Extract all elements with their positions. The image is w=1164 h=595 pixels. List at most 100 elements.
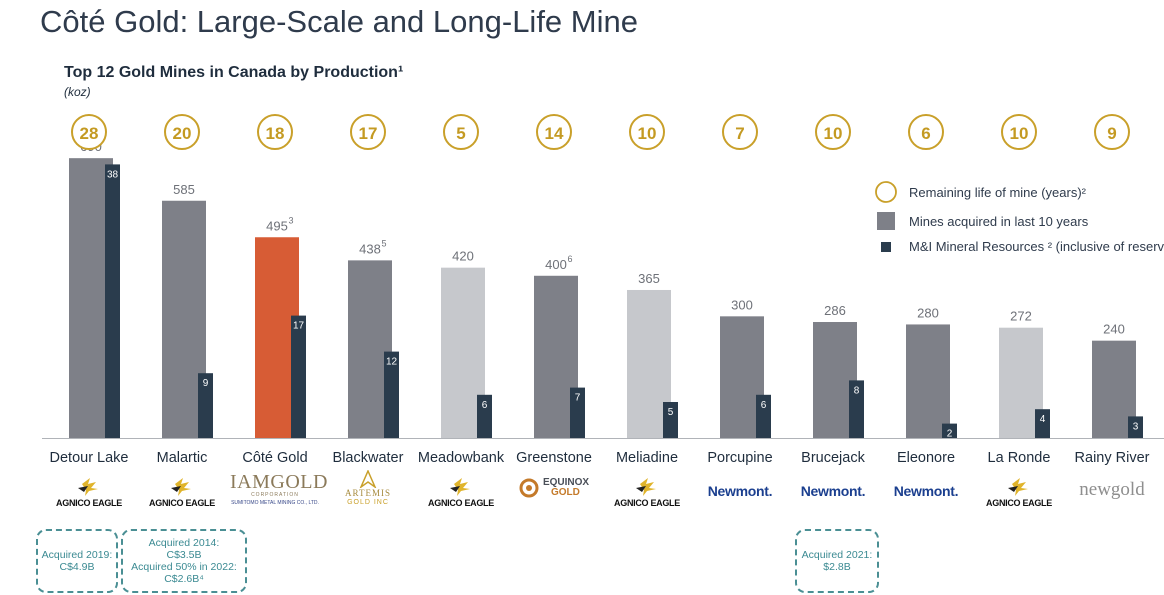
category-label: La Ronde [988, 450, 1051, 466]
resources-value-label: 3 [1133, 421, 1139, 432]
operator-subtitle: GOLD INC [347, 499, 389, 506]
legend-circle-icon [875, 181, 897, 203]
category-label: Greenstone [516, 450, 592, 466]
production-value-label: 280 [917, 305, 939, 320]
production-value-label: 438 [359, 241, 381, 256]
operator-logo: Newmont. [788, 474, 878, 514]
resources-bar [384, 351, 399, 438]
mine-life-circle [1001, 114, 1037, 150]
mine-life-value: 17 [359, 124, 378, 143]
operator-logo: IAMGOLD CORPORATION SUMITOMO METAL MINING … [230, 471, 328, 514]
production-value-label: 400 [545, 257, 567, 272]
mine-life-value: 20 [173, 124, 192, 143]
resources-bar [942, 423, 957, 438]
mine-life-circle [536, 114, 572, 150]
resources-bar [849, 380, 864, 438]
mine-life-circle [722, 114, 758, 150]
acquisition-text: Acquired 2021: [801, 549, 873, 561]
operator-name: Newmont. [707, 483, 773, 499]
acquisition-text: Acquired 50% in 2022: [131, 561, 237, 573]
agnico-eagle-logo-icon [78, 478, 98, 496]
operator-name: AGNICO EAGLE [56, 498, 122, 508]
operator-name: IAMGOLD [230, 471, 328, 493]
production-bar [906, 324, 950, 438]
mine-life-value: 28 [80, 124, 99, 143]
legend-small-square-icon [881, 242, 891, 252]
category-label: Côté Gold [242, 450, 307, 466]
operator-name: Newmont. [893, 483, 959, 499]
category-label: Meadowbank [418, 450, 505, 466]
production-value-label: 585 [173, 182, 195, 197]
resources-bar [1035, 409, 1050, 438]
resources-value-label: 8 [854, 385, 860, 396]
category-label: Detour Lake [50, 450, 129, 466]
operator-logo: AGNICO EAGLE [44, 474, 134, 514]
acquisition-box-malartic: Acquired 2014: C$3.5B Acquired 50% in 20… [121, 529, 247, 593]
category-label: Brucejack [801, 450, 865, 466]
operator-logo: AGNICO EAGLE [137, 474, 227, 514]
mine-life-circle [908, 114, 944, 150]
agnico-eagle-logo-icon [171, 478, 191, 496]
category-label: Porcupine [707, 450, 772, 466]
acquisition-text: C$4.9B [59, 561, 95, 573]
operator-logo: ARTEMIS GOLD INC [323, 470, 413, 514]
agnico-eagle-logo-icon [1008, 478, 1028, 496]
acquisition-text: Acquired 2019: [41, 549, 113, 561]
mine-life-value: 10 [824, 124, 843, 143]
mine-life-value: 7 [735, 124, 744, 143]
operator-logo: AGNICO EAGLE [974, 474, 1064, 514]
category-label: Blackwater [333, 450, 404, 466]
mine-life-value: 10 [638, 124, 657, 143]
resources-value-label: 5 [668, 407, 674, 418]
operator-logo: newgold [1067, 474, 1157, 514]
operator-name: AGNICO EAGLE [149, 498, 215, 508]
footnote-marker: 3 [288, 215, 293, 225]
resources-bar [570, 387, 585, 438]
footnote-marker: 6 [567, 254, 572, 264]
resources-bar [198, 373, 213, 438]
operator-logo: EQUINOX GOLD [509, 474, 599, 514]
operator-name: newgold [1079, 479, 1145, 500]
operator-name: AGNICO EAGLE [986, 498, 1052, 508]
resources-bar [105, 164, 120, 438]
legend-label: M&I Mineral Resources ² (inclusive of re… [909, 239, 1164, 254]
acquisition-box-brucejack: Acquired 2021: $2.8B [795, 529, 879, 593]
resources-value-label: 12 [386, 357, 398, 368]
mine-life-value: 9 [1107, 124, 1116, 143]
production-value-label: 420 [452, 249, 474, 264]
resources-bar [477, 394, 492, 438]
operator-logo: AGNICO EAGLE [416, 474, 506, 514]
mine-life-circle [629, 114, 665, 150]
mine-life-circle [350, 114, 386, 150]
page-title: Côté Gold: Large-Scale and Long-Life Min… [40, 4, 638, 39]
operator-name: AGNICO EAGLE [614, 498, 680, 508]
acquisition-text: C$3.5B [166, 549, 202, 561]
resources-value-label: 4 [1040, 414, 1046, 425]
legend-label: Remaining life of mine (years)² [909, 185, 1087, 200]
chart-title: Top 12 Gold Mines in Canada by Productio… [64, 64, 404, 81]
mine-life-circle [815, 114, 851, 150]
acquisition-text: $2.8B [823, 561, 851, 573]
production-value-label: 286 [824, 303, 846, 318]
mine-life-circle [164, 114, 200, 150]
resources-value-label: 2 [947, 429, 953, 440]
production-value-label: 240 [1103, 322, 1125, 337]
production-value-label: 272 [1010, 309, 1032, 324]
category-label: Rainy River [1075, 450, 1150, 466]
legend-square-icon [877, 212, 895, 230]
operator-partner: SUMITOMO METAL MINING CO., LTD. [231, 500, 319, 506]
mine-life-circle [71, 114, 107, 150]
category-label: Meliadine [616, 450, 678, 466]
category-label: Eleonore [897, 450, 955, 466]
operator-logo: Newmont. [881, 474, 971, 514]
operator-name: Newmont. [800, 483, 866, 499]
operator-subtitle: GOLD [550, 487, 580, 498]
category-label: Malartic [157, 450, 208, 466]
mine-life-value: 18 [266, 124, 285, 143]
mine-life-value: 14 [545, 124, 564, 143]
operator-subtitle: CORPORATION [251, 492, 299, 498]
mine-life-value: 6 [921, 124, 930, 143]
acquisition-text: C$2.6B⁴ [164, 573, 204, 585]
resources-value-label: 6 [482, 400, 488, 411]
